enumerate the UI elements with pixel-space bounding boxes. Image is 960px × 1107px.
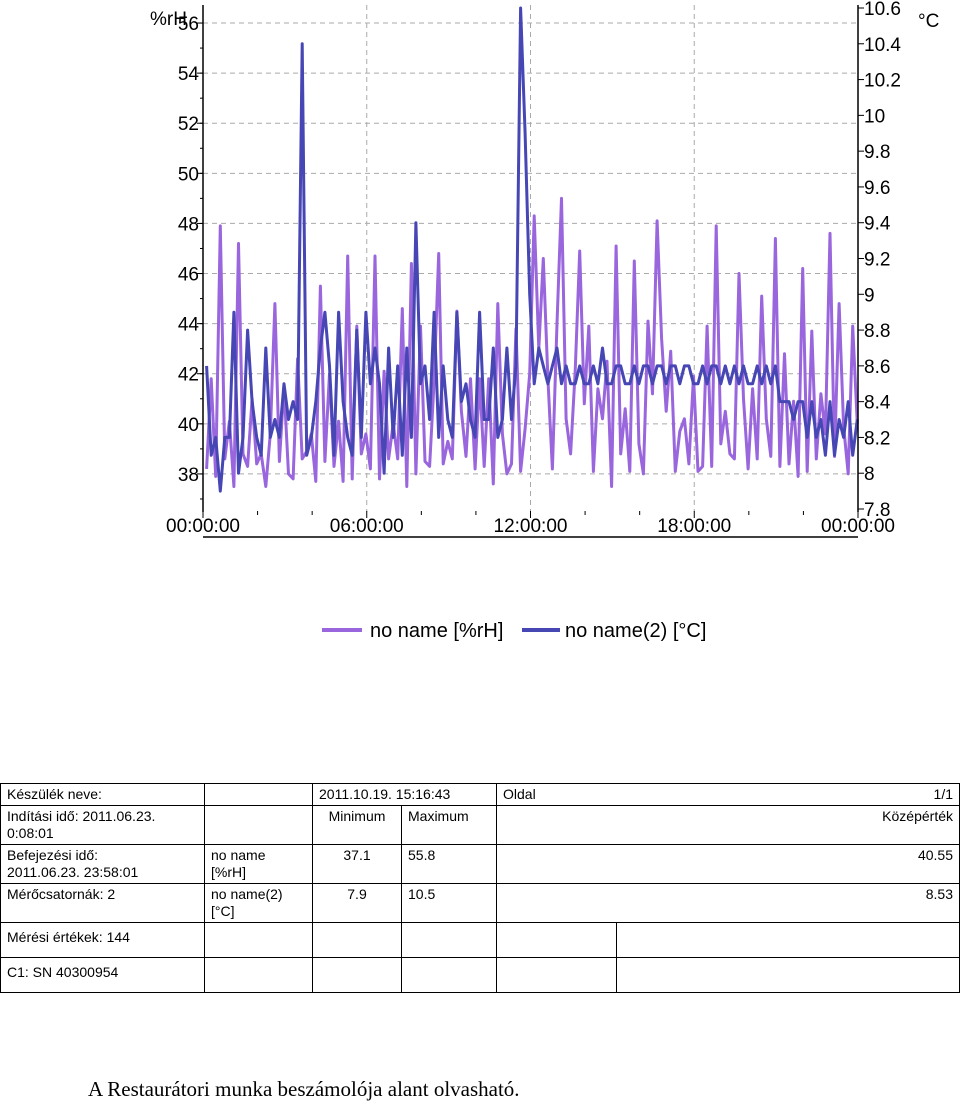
end-time-value: 2011.06.23. 23:58:01 (7, 864, 139, 880)
end-time-label: Befejezési idő: (7, 847, 99, 863)
channel-2-unit: [°C] (211, 903, 235, 919)
left-tick-label: 44 (178, 315, 200, 336)
left-axis-ticks: 38 40 42 44 46 48 50 52 54 56 (178, 14, 203, 500)
right-tick-label: 9.8 (864, 142, 890, 163)
channel-2-min: 7.9 (312, 883, 402, 923)
right-axis-unit: °C (918, 11, 939, 32)
summary-table: Készülék neve: 2011.10.19. 15:16:43 Olda… (0, 783, 960, 993)
right-axis-ticks: 7.8 8 8.2 8.4 8.6 8.8 9 9.2 9.4 9.6 9.8 10 10.2 10.4 1… (858, 0, 901, 521)
chart: 38 40 42 44 46 48 50 52 54 56 7.8 8 8.2 8.4 8.6 8.8 9 9.… (150, 0, 939, 642)
header-minimum: Minimum (312, 805, 402, 845)
left-axis-unit: %rH (150, 9, 187, 30)
header-maximum: Maximum (401, 805, 497, 845)
right-tick-label: 10 (864, 106, 885, 127)
left-tick-label: 50 (178, 164, 199, 185)
channel-1-unit: [%rH] (211, 864, 246, 880)
channel-1-min: 37.1 (312, 844, 402, 884)
chart-series (205, 6, 859, 493)
x-tick-label: 00:00:00 (821, 516, 895, 537)
left-tick-label: 42 (178, 365, 199, 386)
channel-1-name: no name (211, 847, 266, 863)
start-time-value: 0:08:01 (7, 825, 54, 841)
right-tick-label: 9.4 (864, 214, 891, 235)
legend-label-humidity: no name [%rH] (370, 620, 503, 642)
right-tick-label: 8.6 (864, 357, 890, 378)
series-temperature-line (205, 6, 859, 493)
right-tick-label: 10.4 (864, 35, 901, 56)
header-average: Középérték (496, 805, 960, 845)
start-time-label: Indítási idő: 2011.06.23. (7, 808, 156, 824)
right-tick-label: 9.6 (864, 178, 890, 199)
right-tick-label: 9 (864, 285, 875, 306)
x-tick-label: 00:00:00 (166, 516, 240, 537)
channel-2-name: no name(2) (211, 886, 283, 902)
x-axis-ticks: 00:00:00 06:00:00 12:00:00 18:00:00 00:00:00 (166, 511, 895, 537)
footer-note: A Restaurátori munka beszámolója alant o… (88, 1077, 520, 1101)
chart-legend: no name [%rH] no name(2) [°C] (322, 620, 706, 642)
right-tick-label: 8.8 (864, 321, 890, 342)
channel-2-avg: 8.53 (496, 883, 960, 923)
channel-1-max: 55.8 (401, 844, 497, 884)
channel-2-max: 10.5 (401, 883, 497, 923)
page-number: 1/1 (933, 786, 953, 802)
page-label: Oldal (503, 786, 536, 802)
right-tick-label: 8.4 (864, 393, 891, 414)
measurement-count: Mérési értékek: 144 (0, 922, 205, 958)
left-tick-label: 38 (178, 465, 199, 486)
channel-1-avg: 40.55 (496, 844, 960, 884)
print-timestamp: 2011.10.19. 15:16:43 (312, 783, 497, 806)
right-tick-label: 10.6 (864, 0, 901, 20)
right-tick-label: 8 (864, 464, 875, 485)
right-tick-label: 7.8 (864, 500, 890, 521)
device-label: Készülék neve: (0, 783, 205, 806)
legend-label-temperature: no name(2) [°C] (565, 620, 706, 642)
x-tick-label: 12:00:00 (494, 516, 568, 537)
left-tick-label: 52 (178, 114, 199, 135)
x-tick-label: 18:00:00 (657, 516, 731, 537)
x-tick-label: 06:00:00 (330, 516, 404, 537)
left-tick-label: 54 (178, 64, 200, 85)
right-tick-label: 9.2 (864, 250, 890, 271)
channel-count: Mérőcsatornák: 2 (0, 883, 205, 923)
right-tick-label: 10.2 (864, 71, 901, 92)
series-humidity-line (205, 196, 859, 488)
left-tick-label: 48 (178, 214, 199, 235)
right-tick-label: 8.2 (864, 428, 890, 449)
left-tick-label: 56 (178, 14, 199, 35)
left-tick-label: 40 (178, 415, 199, 436)
left-tick-label: 46 (178, 265, 199, 286)
sensor-serial: C1: SN 40300954 (0, 957, 205, 993)
